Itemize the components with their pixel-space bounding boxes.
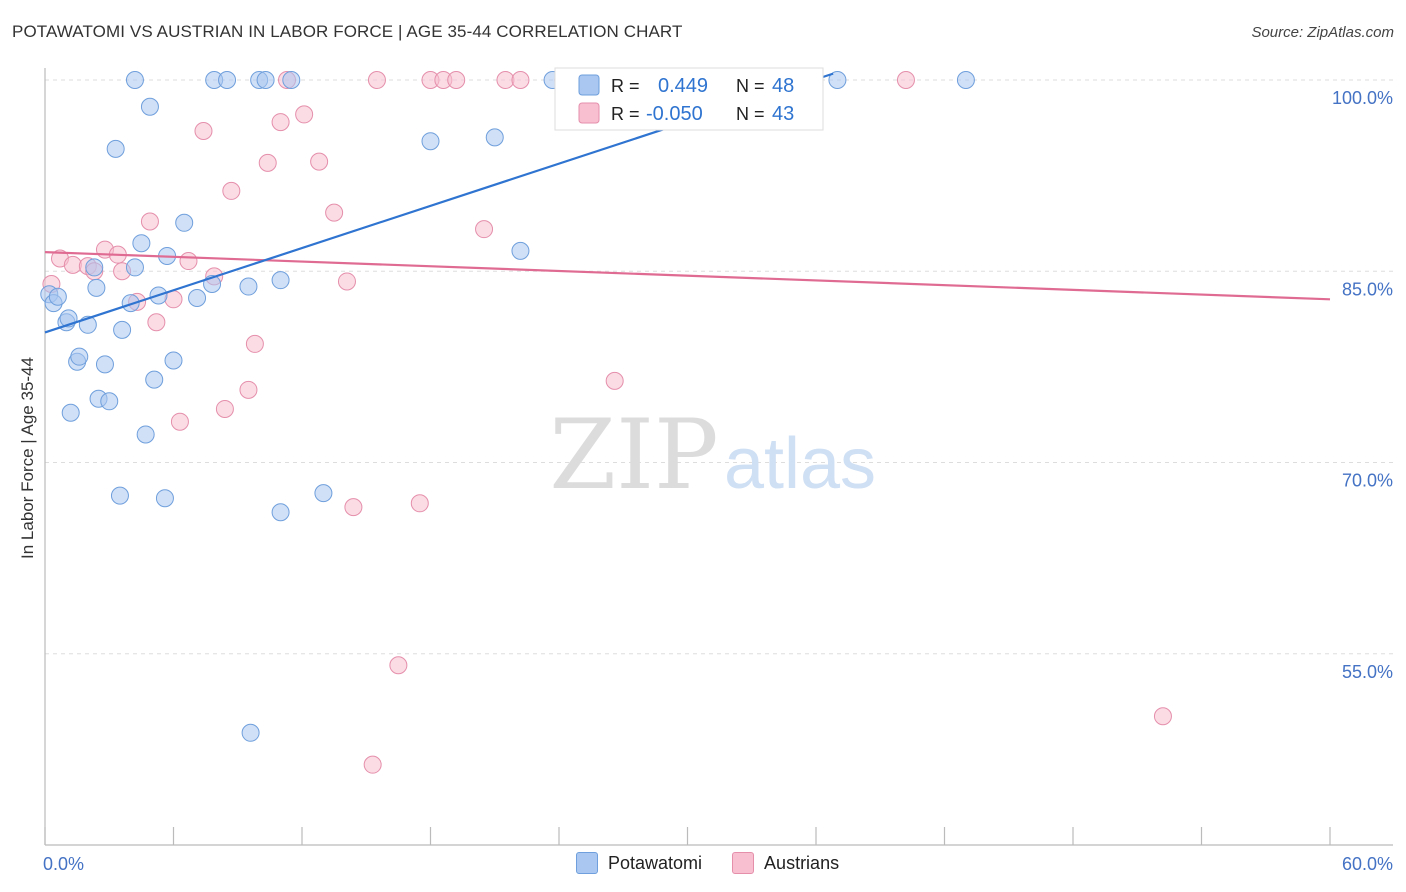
chart-title: POTAWATOMI VS AUSTRIAN IN LABOR FORCE | …: [12, 22, 683, 41]
trendline-austrians: [44, 251, 1331, 301]
legend-swatch-austrians: [732, 852, 755, 874]
y-tick-label: 85.0%: [1342, 279, 1393, 299]
point-austrians: [605, 371, 624, 390]
point-austrians: [258, 153, 277, 172]
point-potawatomi: [121, 294, 140, 313]
point-potawatomi: [100, 392, 119, 411]
y-tick-label: 100.0%: [1332, 88, 1393, 108]
point-potawatomi: [106, 139, 125, 158]
point-austrians: [511, 71, 530, 89]
point-potawatomi: [314, 484, 333, 503]
point-potawatomi: [271, 271, 290, 290]
stats-r-label-2: R =: [611, 104, 640, 124]
point-austrians: [271, 113, 290, 132]
point-potawatomi: [155, 489, 174, 508]
point-austrians: [63, 255, 82, 274]
point-austrians: [140, 212, 159, 231]
point-potawatomi: [239, 277, 258, 296]
x-tick-label: 0.0%: [43, 854, 84, 874]
point-austrians: [475, 220, 494, 239]
point-potawatomi: [256, 71, 275, 89]
point-austrians: [147, 313, 166, 332]
point-potawatomi: [95, 355, 114, 374]
point-austrians: [239, 380, 258, 399]
stats-n-label-1: N =: [736, 76, 765, 96]
point-potawatomi: [271, 503, 290, 522]
point-austrians: [170, 412, 189, 431]
point-austrians: [496, 71, 515, 89]
stats-swatch-austrians: [578, 102, 600, 124]
point-potawatomi: [175, 213, 194, 232]
point-austrians: [447, 71, 466, 89]
point-potawatomi: [85, 258, 104, 277]
point-austrians: [325, 203, 344, 222]
bottom-legend: Potawatomi Austrians: [576, 852, 839, 874]
point-austrians: [367, 71, 386, 89]
point-austrians: [194, 122, 213, 140]
point-potawatomi: [48, 287, 67, 306]
point-potawatomi: [145, 370, 164, 389]
point-potawatomi: [132, 234, 151, 253]
point-austrians: [389, 656, 408, 675]
point-austrians: [410, 494, 429, 513]
point-austrians: [295, 105, 314, 124]
point-austrians: [896, 71, 915, 89]
point-potawatomi: [140, 97, 159, 116]
legend-swatch-potawatomi: [576, 852, 598, 874]
point-potawatomi: [188, 289, 207, 308]
point-potawatomi: [125, 71, 144, 89]
point-potawatomi: [241, 723, 260, 742]
point-potawatomi: [61, 403, 80, 422]
point-austrians: [245, 334, 264, 353]
point-potawatomi: [828, 71, 847, 89]
stats-swatch-potawatomi: [578, 74, 600, 96]
point-potawatomi: [136, 425, 155, 444]
x-tick-label: 60.0%: [1342, 854, 1393, 874]
point-potawatomi: [218, 71, 237, 89]
point-potawatomi: [110, 486, 129, 505]
stats-r-label-1: R =: [611, 76, 640, 96]
axes: [44, 68, 1393, 846]
point-austrians: [363, 755, 382, 774]
legend-label-potawatomi: Potawatomi: [608, 852, 703, 873]
stats-n-value-potawatomi: 48: [772, 75, 794, 97]
point-potawatomi: [87, 278, 106, 297]
legend-item-austrians[interactable]: Austrians: [732, 852, 839, 874]
point-potawatomi: [164, 351, 183, 370]
point-potawatomi: [113, 320, 132, 339]
point-austrians: [337, 272, 356, 291]
point-potawatomi: [421, 132, 440, 151]
series-potawatomi: [40, 71, 975, 742]
stats-r-value-potawatomi: 0.449: [658, 75, 708, 97]
point-potawatomi: [282, 71, 301, 89]
point-potawatomi: [956, 71, 975, 89]
legend-item-potawatomi[interactable]: Potawatomi: [576, 852, 702, 874]
point-austrians: [1153, 707, 1172, 726]
point-austrians: [179, 252, 198, 271]
stats-r-value-austrians: -0.050: [646, 103, 703, 125]
watermark-atlas: atlas: [724, 424, 876, 504]
stats-box-frame: [554, 67, 824, 131]
point-potawatomi: [485, 128, 504, 147]
y-tick-label: 55.0%: [1342, 662, 1393, 682]
point-austrians: [215, 399, 234, 418]
stats-legend-box: R = 0.449 N = 48 R = -0.050 N = 43: [554, 67, 824, 131]
y-tick-label: 70.0%: [1342, 471, 1393, 491]
stats-n-label-2: N =: [736, 104, 765, 124]
watermark-zip: ZIP: [549, 399, 718, 511]
point-potawatomi: [125, 258, 144, 277]
point-austrians: [344, 498, 363, 517]
point-potawatomi: [70, 347, 89, 366]
point-austrians: [310, 152, 329, 171]
watermark: ZIP atlas: [549, 399, 876, 511]
point-austrians: [222, 181, 241, 200]
chart-source: Source: ZipAtlas.com: [1251, 24, 1394, 41]
tick-labels: 100.0% 85.0% 70.0% 55.0% 0.0% 60.0%: [43, 88, 1393, 874]
legend-label-austrians: Austrians: [764, 852, 840, 873]
y-axis-label: In Labor Force | Age 35-44: [18, 357, 37, 559]
gridlines: [45, 79, 1393, 655]
stats-n-value-austrians: 43: [772, 103, 794, 125]
point-potawatomi: [511, 241, 530, 260]
